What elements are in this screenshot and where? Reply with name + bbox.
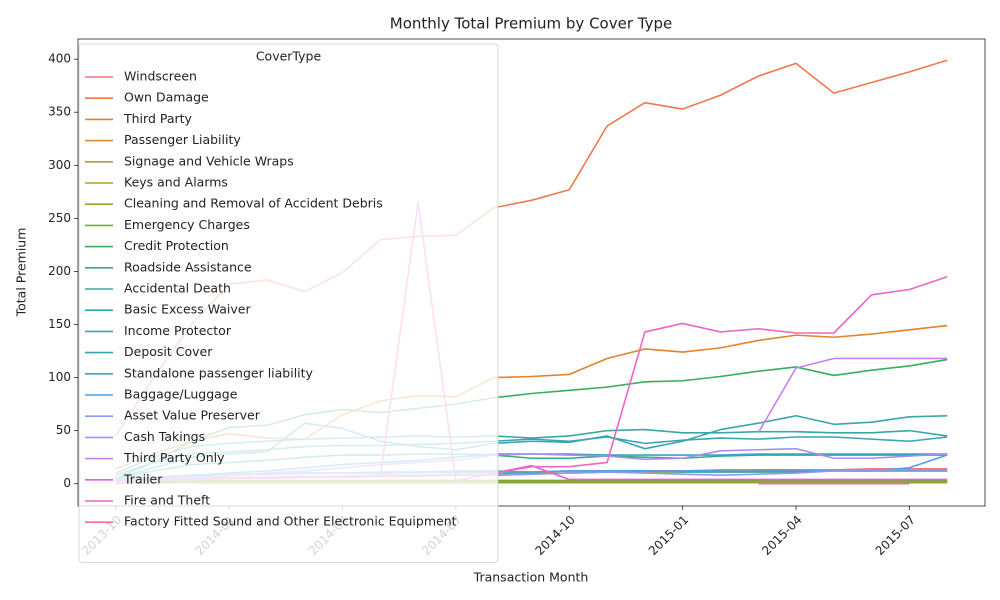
legend-label: Standalone passenger liability	[124, 365, 314, 380]
y-axis-label: Total Premium	[14, 228, 29, 318]
legend-label: Baggage/Luggage	[124, 387, 238, 402]
legend-label: Signage and Vehicle Wraps	[124, 153, 294, 168]
series-line	[757, 357, 948, 434]
legend-label: Windscreen	[124, 69, 197, 84]
legend-label: Trailer	[123, 471, 163, 486]
y-tick-label: 50	[56, 423, 71, 437]
legend-label: Asset Value Preserver	[124, 408, 261, 423]
chart-title: Monthly Total Premium by Cover Type	[390, 15, 672, 33]
y-tick-label: 300	[48, 158, 71, 172]
y-tick-label: 150	[48, 317, 71, 331]
legend-label: Passenger Liability	[124, 132, 241, 147]
legend-label: Third Party Only	[123, 450, 225, 465]
y-tick-label: 0	[63, 476, 71, 490]
legend-label: Roadside Assistance	[124, 259, 252, 274]
legend: CoverType Windscreen Own Damage Third Party…	[78, 43, 499, 563]
x-axis-label: Transaction Month	[473, 570, 589, 585]
legend-label: Emergency Charges	[124, 217, 250, 232]
legend-label: Basic Excess Waiver	[124, 302, 251, 317]
legend-label: Third Party	[123, 111, 193, 126]
legend-label: Fire and Theft	[124, 493, 210, 508]
legend-box	[78, 43, 499, 563]
legend-label: Factory Fitted Sound and Other Electroni…	[124, 514, 457, 529]
axes-frame	[77, 38, 986, 507]
legend-label: Own Damage	[124, 90, 209, 105]
legend-label: Credit Protection	[124, 238, 229, 253]
series-line	[493, 275, 948, 474]
y-tick-label: 200	[48, 264, 71, 278]
legend-label: Income Protector	[124, 323, 232, 338]
legend-label: Deposit Cover	[124, 344, 213, 359]
legend-label: Cash Takings	[124, 429, 205, 444]
legend-label: Cleaning and Removal of Accident Debris	[124, 196, 383, 211]
legend-title: CoverType	[256, 49, 322, 64]
y-tick-label: 350	[48, 105, 71, 119]
y-tick-label: 250	[48, 211, 71, 225]
y-tick-label: 100	[48, 370, 71, 384]
y-tick-label: 400	[48, 52, 71, 66]
legend-label: Accidental Death	[124, 281, 231, 296]
legend-label: Keys and Alarms	[124, 175, 228, 190]
